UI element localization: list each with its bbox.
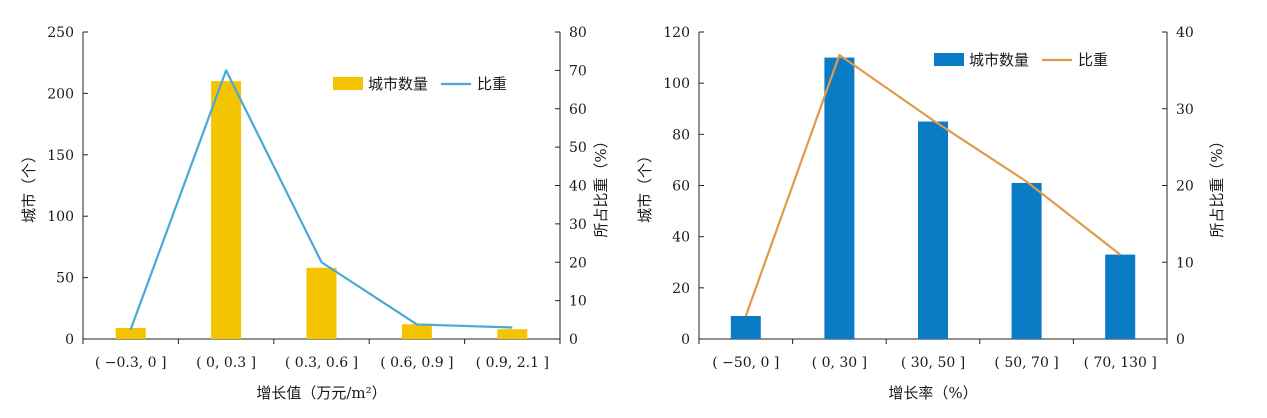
bar-1 [731, 316, 761, 339]
x-category-label: ( 0.3, 0.6 ] [285, 355, 358, 371]
y-tick-label: 60 [672, 179, 690, 195]
y2-tick-label: 40 [1176, 25, 1194, 41]
bar-3 [307, 268, 337, 339]
y2-tick-label: 60 [569, 102, 587, 118]
legend: 城市数量 比重 [333, 75, 507, 93]
legend-bar-label: 城市数量 [368, 75, 428, 93]
y2-tick-label: 30 [569, 217, 587, 233]
y-tick-label: 50 [56, 271, 74, 287]
x-category-label: ( 0.9, 2.1 ] [476, 355, 549, 371]
y-tick-label: 0 [65, 332, 74, 348]
y2-tick-label: 20 [569, 255, 587, 271]
y-tick-label: 0 [681, 332, 690, 348]
chart-panel-1: 0 50 100 150 200 250 0 10 20 30 40 50 60 70 80 ( −0.3, … [20, 25, 610, 402]
y2-tick-label: 50 [569, 140, 587, 156]
y-tick-label: 120 [663, 25, 690, 41]
bar-4 [402, 324, 432, 339]
legend-line-label: 比重 [477, 75, 507, 93]
y2-tick-label: 20 [1176, 179, 1194, 195]
x-category-label: ( 0, 30 ] [812, 355, 867, 371]
y2-tick-label: 30 [1176, 102, 1194, 118]
bar-5 [497, 329, 527, 339]
bar-4 [1012, 183, 1042, 339]
bar-3 [918, 122, 948, 339]
x-category-label: ( −0.3, 0 ] [95, 355, 167, 371]
y2-tick-label: 10 [1176, 255, 1194, 271]
y-tick-label: 20 [672, 281, 690, 297]
y-tick-label: 80 [672, 127, 690, 143]
x-category-label: ( 50, 70 ] [994, 355, 1058, 371]
y2-tick-label: 0 [569, 332, 578, 348]
x-axis-title: 增长值（万元/m²） [256, 384, 386, 402]
x-category-label: ( 30, 50 ] [901, 355, 965, 371]
x-category-label: ( 0.6, 0.9 ] [380, 355, 453, 371]
y-tick-label: 100 [663, 76, 690, 92]
x-category-label: ( 0, 0.3 ] [196, 355, 256, 371]
bar-5 [1105, 255, 1135, 339]
x-axis-title: 增长率（%） [888, 384, 977, 402]
y2-axis-title: 所占比重（%） [1208, 133, 1226, 237]
bar-2 [211, 81, 241, 339]
bar-2 [824, 58, 854, 339]
legend-bar-swatch [934, 53, 964, 66]
bar-1 [116, 328, 146, 339]
legend-bar-swatch [333, 77, 363, 90]
legend-bar-label: 城市数量 [969, 51, 1029, 69]
legend-line-label: 比重 [1078, 51, 1108, 69]
x-category-label: ( 70, 130 ] [1084, 355, 1157, 371]
y2-tick-label: 40 [569, 179, 587, 195]
y2-tick-label: 80 [569, 25, 587, 41]
y-tick-label: 200 [47, 86, 74, 102]
y-axis-title: 城市（个） [636, 148, 654, 223]
chart-panel-2: 0 20 40 60 80 100 120 0 10 20 30 40 ( −50, 0 ] ( 0, 3… [636, 25, 1226, 402]
y2-tick-label: 0 [1176, 332, 1185, 348]
legend: 城市数量 比重 [934, 51, 1108, 69]
x-category-label: ( −50, 0 ] [712, 355, 779, 371]
y-tick-label: 250 [47, 25, 74, 41]
y-axis-title: 城市（个） [20, 148, 38, 223]
y2-tick-label: 70 [569, 63, 587, 79]
y-tick-label: 150 [47, 148, 74, 164]
y2-tick-label: 10 [569, 294, 587, 310]
y2-axis-title: 所占比重（%） [592, 133, 610, 237]
y-tick-label: 40 [672, 230, 690, 246]
y-tick-label: 100 [47, 209, 74, 225]
